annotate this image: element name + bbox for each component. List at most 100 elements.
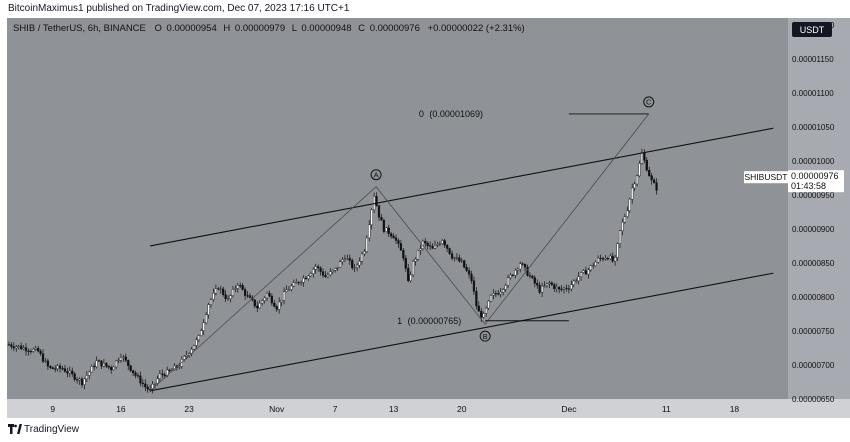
candle-body [633, 183, 636, 189]
candle-body [292, 282, 295, 287]
candle-body [380, 217, 383, 221]
price-tick-label: 0.00000950 [792, 191, 835, 200]
candle-body [567, 288, 570, 290]
candle-countdown: 01:43:58 [791, 181, 826, 191]
price-tick-label: 0.00000650 [792, 395, 835, 404]
candle-body [363, 251, 366, 255]
candle-body [88, 371, 91, 376]
candle-body [12, 346, 15, 349]
price-axis[interactable] [788, 18, 850, 399]
candle-body [27, 350, 30, 352]
candle-body [543, 285, 546, 287]
candle-body [280, 300, 283, 303]
candle-body [117, 360, 120, 362]
candle-body [127, 360, 130, 366]
candle-body [433, 245, 437, 249]
candle-body [436, 244, 439, 246]
candle-body [151, 384, 154, 390]
candle-body [222, 288, 225, 295]
candle-body [161, 373, 164, 375]
candle-body [329, 271, 332, 276]
candle-body [217, 288, 220, 290]
o-value: 0.00000954 [167, 23, 217, 34]
candle-body [231, 289, 235, 296]
l-value: 0.00000948 [301, 23, 351, 34]
candle-body [538, 285, 541, 293]
candle-body [577, 276, 580, 282]
plot-area[interactable] [7, 18, 788, 399]
candle-body [122, 356, 125, 358]
candle-body [134, 372, 137, 376]
candle-body [224, 294, 227, 300]
candle-body [460, 260, 463, 262]
l-label: L [292, 23, 297, 34]
candle-body [107, 365, 110, 368]
candle-body [275, 306, 278, 310]
wave-letter: B [483, 332, 488, 341]
candle-body [402, 249, 405, 259]
candle-body [506, 277, 510, 286]
candle-body [219, 288, 222, 290]
candle-body [51, 367, 54, 369]
fib-1-price: (0.00000765) [408, 316, 462, 326]
price-tick-label: 0.00000900 [792, 225, 835, 234]
candle-body [100, 360, 103, 367]
fib-1-ratio: 1 [397, 316, 402, 326]
candle-body [584, 270, 588, 275]
currency-tag[interactable] [792, 22, 832, 37]
candle-body [536, 283, 539, 286]
candle-body [73, 373, 76, 380]
fib-0-ratio: 0 [419, 109, 424, 119]
candle-body [604, 258, 607, 260]
time-tick-label: 20 [457, 404, 467, 414]
candle-body [158, 373, 161, 380]
candle-body [144, 383, 147, 388]
candle-body [377, 205, 381, 218]
candle-body [241, 285, 244, 290]
candle-body [370, 209, 373, 226]
candle-body [609, 255, 612, 259]
candle-body [56, 365, 59, 370]
candle-body [582, 270, 585, 273]
candle-body [326, 274, 329, 277]
candle-body [487, 300, 490, 309]
candle-body [261, 300, 264, 304]
time-tick-label: 18 [730, 404, 740, 414]
candle-body [132, 370, 135, 374]
candle-body [463, 260, 466, 268]
candle-body [102, 362, 105, 367]
candle-body [80, 378, 84, 385]
candle-body [338, 261, 342, 268]
fib-level-0-label: 0 (0.00001069) [419, 109, 483, 119]
candle-body [112, 366, 115, 371]
time-axis-ticks: 9 16 23 Nov 7 13 20 Dec 11 18 [50, 404, 739, 414]
candle-body [502, 289, 505, 293]
candle-body [76, 379, 79, 381]
candle-body [645, 159, 648, 171]
footer-brand[interactable]: TradingView [24, 424, 80, 435]
candle-body [66, 371, 69, 374]
time-axis[interactable] [7, 399, 788, 418]
candle-body [197, 335, 200, 341]
candle-body [521, 263, 524, 265]
price-chart[interactable]: 0.00000650 0.00000700 0.00000750 0.00000800… [7, 18, 850, 418]
candle-body [54, 368, 57, 370]
candle-body [509, 274, 512, 278]
price-tick-label: 0.00001050 [792, 123, 835, 132]
time-tick-label: 23 [184, 404, 194, 414]
candle-body [523, 264, 527, 268]
candle-body [236, 285, 239, 289]
wave-path-line [149, 113, 650, 392]
circled-letter-icon [370, 169, 382, 181]
candle-body [631, 187, 634, 200]
candle-body [37, 347, 40, 352]
drawings-layer [149, 113, 774, 392]
candle-body [119, 357, 123, 361]
footer: TradingView [0, 418, 850, 442]
candle-body [611, 255, 614, 262]
candle-body [192, 345, 196, 350]
time-tick-label: Dec [561, 404, 577, 414]
candle-body [358, 261, 361, 266]
candle-body [616, 243, 619, 258]
candle-body [90, 366, 93, 373]
